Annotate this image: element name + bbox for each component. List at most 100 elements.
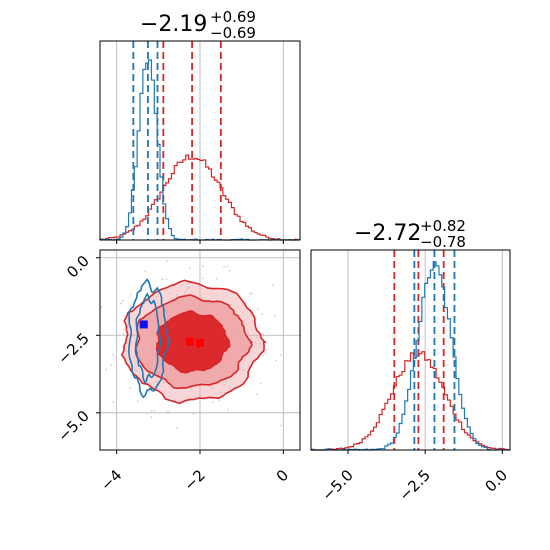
bottom-left-blue-contour-level bbox=[128, 278, 170, 399]
bottom-left-scatter-point bbox=[156, 376, 158, 379]
bottom-left-contour-panel: −4 −2 0 0.0 −2.5 −5.0 bbox=[54, 249, 301, 494]
bottom-left-scatter-point bbox=[210, 384, 213, 387]
bottom-left-xtick-label: 0 bbox=[273, 466, 292, 485]
bottom-left-scatter-point bbox=[115, 389, 118, 392]
bottom-left-scatter-point bbox=[224, 380, 227, 383]
bottom-left-scatter-point bbox=[258, 342, 261, 345]
bottom-right-frame bbox=[310, 249, 511, 451]
bottom-left-scatter-point bbox=[255, 336, 258, 339]
bottom-left-scatter-point bbox=[201, 277, 204, 280]
top-left-title-sub: −0.69 bbox=[210, 24, 256, 42]
bottom-left-scatter-point bbox=[132, 356, 135, 359]
bottom-left-scatter-point bbox=[161, 278, 164, 281]
bottom-left-scatter-point bbox=[192, 412, 195, 415]
bottom-left-scatter-point bbox=[218, 399, 221, 402]
bottom-left-scatter-point bbox=[166, 259, 168, 262]
bottom-right-xtick-label: −5.0 bbox=[318, 466, 356, 504]
bottom-left-scatter-point bbox=[223, 265, 225, 268]
bottom-left-scatter-point bbox=[112, 401, 115, 404]
bottom-left-scatter-point bbox=[248, 292, 251, 295]
bottom-left-scatter-point bbox=[150, 409, 153, 412]
bottom-left-marker-blue_marker bbox=[139, 320, 148, 329]
bottom-left-scatter-point bbox=[198, 284, 200, 287]
bottom-left-scatter-point bbox=[175, 293, 178, 296]
bottom-left-scatter-point bbox=[211, 387, 214, 389]
bottom-right-hist-red bbox=[311, 351, 511, 451]
bottom-left-scatter-point bbox=[129, 386, 131, 389]
bottom-left-scatter-point bbox=[100, 306, 103, 309]
bottom-left-ytick-label: −5.0 bbox=[54, 407, 92, 445]
bottom-left-blue-contour-level bbox=[134, 292, 162, 385]
bottom-left-scatter-point bbox=[135, 369, 138, 372]
bottom-left-scatter-point bbox=[262, 354, 265, 357]
bottom-left-scatter-point bbox=[202, 265, 204, 267]
bottom-left-scatter-point bbox=[153, 409, 155, 412]
bottom-left-scatter-point bbox=[122, 299, 124, 302]
bottom-left-scatter-point bbox=[273, 314, 276, 317]
bottom-left-scatter-point bbox=[168, 292, 171, 295]
bottom-left-scatter-point bbox=[154, 381, 157, 383]
bottom-left-ytick-label: −2.5 bbox=[54, 329, 92, 367]
bottom-right-histogram-panel: −5.0 −2.5 0.0 bbox=[310, 249, 512, 505]
bottom-left-scatter-point bbox=[175, 426, 178, 429]
bottom-left-scatter-point bbox=[105, 368, 107, 371]
bottom-left-scatter-point bbox=[264, 351, 267, 354]
bottom-left-scatter-point bbox=[275, 359, 277, 362]
bottom-left-ytick-label: 0.0 bbox=[63, 252, 93, 282]
bottom-left-scatter-point bbox=[256, 393, 258, 396]
bottom-right-title: −2.72 bbox=[354, 221, 421, 246]
bottom-left-scatter-point bbox=[150, 416, 153, 419]
bottom-left-scatter-point bbox=[226, 408, 229, 411]
bottom-left-marker-red_marker bbox=[196, 339, 204, 348]
bottom-left-scatter-point bbox=[211, 401, 214, 404]
bottom-left-scatter-point bbox=[261, 313, 264, 316]
bottom-left-scatter-point bbox=[272, 284, 274, 287]
bottom-right-title-sup: +0.82 bbox=[420, 217, 466, 235]
bottom-right-xtick-label: 0.0 bbox=[482, 466, 512, 496]
bottom-left-scatter-point bbox=[136, 400, 139, 403]
bottom-left-scatter-point bbox=[219, 391, 222, 394]
bottom-left-scatter-point bbox=[183, 291, 186, 294]
bottom-left-scatter-point bbox=[250, 293, 253, 295]
bottom-left-scatter-point bbox=[235, 372, 238, 375]
bottom-right-hist-blue bbox=[310, 261, 510, 451]
bottom-left-xtick-label: −2 bbox=[180, 466, 208, 494]
bottom-left-scatter-point bbox=[162, 381, 165, 384]
bottom-left-scatter-point bbox=[265, 348, 268, 351]
bottom-right-xtick-label: −2.5 bbox=[395, 466, 433, 504]
bottom-left-scatter-point bbox=[194, 396, 197, 398]
bottom-left-scatter-point bbox=[280, 353, 282, 356]
top-left-histogram-panel bbox=[99, 40, 301, 244]
top-left-title: −2.19 bbox=[140, 12, 207, 37]
bottom-left-scatter-point bbox=[119, 302, 122, 305]
bottom-left-scatter-point bbox=[130, 293, 132, 296]
bottom-right-title-sub: −0.78 bbox=[420, 233, 466, 251]
bottom-left-scatter-point bbox=[228, 388, 231, 391]
bottom-left-scatter-point bbox=[223, 384, 225, 387]
bottom-left-scatter-point bbox=[144, 270, 147, 273]
bottom-left-scatter-point bbox=[188, 267, 191, 270]
bottom-left-scatter-point bbox=[280, 424, 282, 427]
bottom-left-scatter-point bbox=[254, 341, 257, 344]
bottom-left-scatter-point bbox=[215, 277, 218, 280]
bottom-left-scatter-point bbox=[122, 329, 125, 331]
bottom-left-marker-red_marker bbox=[185, 337, 194, 346]
bottom-left-scatter-point bbox=[228, 269, 231, 272]
bottom-left-scatter-point bbox=[242, 369, 245, 371]
bottom-left-scatter-point bbox=[257, 308, 259, 310]
bottom-left-scatter-point bbox=[167, 410, 169, 413]
top-left-title-sup: +0.69 bbox=[210, 8, 256, 26]
bottom-left-xtick-label: −4 bbox=[97, 466, 125, 494]
bottom-left-scatter-point bbox=[186, 288, 188, 291]
bottom-left-scatter-point bbox=[130, 305, 133, 308]
bottom-left-scatter-point bbox=[262, 333, 265, 335]
bottom-left-scatter-point bbox=[134, 368, 137, 371]
bottom-left-scatter-point bbox=[110, 364, 113, 367]
bottom-left-scatter-point bbox=[122, 332, 125, 335]
bottom-left-scatter-point bbox=[226, 265, 229, 268]
bottom-left-scatter-point bbox=[165, 278, 168, 281]
bottom-left-scatter-point bbox=[188, 286, 190, 289]
bottom-left-scatter-point bbox=[155, 296, 158, 298]
